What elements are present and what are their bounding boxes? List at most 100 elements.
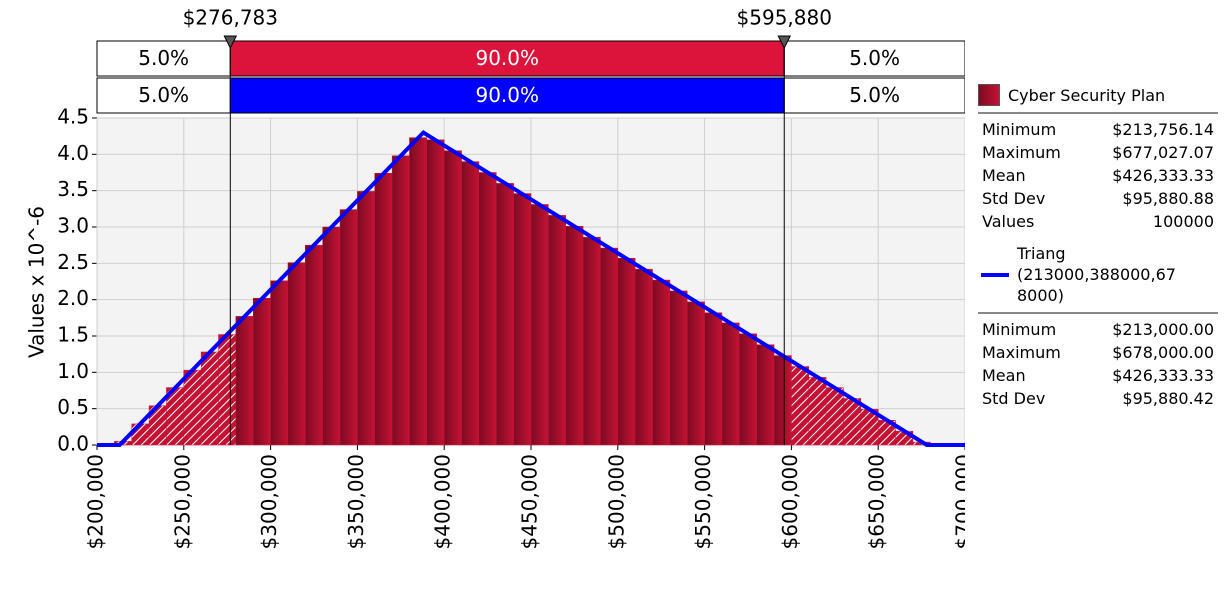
y-tick-label: 2.0 xyxy=(57,286,89,310)
bar xyxy=(530,204,549,446)
delimiter-handle xyxy=(777,35,792,50)
bar xyxy=(686,301,705,446)
band-label: 5.0% xyxy=(138,83,189,107)
x-tick-label: $650,000 xyxy=(865,454,889,549)
legend-entry: Triang (213000,388000,678000) xyxy=(978,243,1218,306)
bar xyxy=(739,333,757,446)
bar xyxy=(183,369,202,446)
stat-value: $426,333.33 xyxy=(1112,366,1214,385)
bar xyxy=(791,366,810,446)
stat-label: Mean xyxy=(982,366,1026,385)
stats-row: Minimum $213,756.14 xyxy=(982,118,1214,141)
bar xyxy=(287,262,306,446)
delimiter-label: $276,783 xyxy=(183,6,278,30)
x-tick-label: $700,000 xyxy=(952,454,966,549)
x-tick-label: $400,000 xyxy=(431,454,455,549)
y-tick-label: 0.5 xyxy=(57,395,89,419)
bar xyxy=(582,236,601,446)
band-label: 90.0% xyxy=(475,83,539,107)
chart: Values x 10^-6 0.0 0.5 1.0 1.5 2.0 2.5 3.0 3.5 4… xyxy=(25,6,966,549)
x-tick-label: $600,000 xyxy=(778,454,802,549)
stat-label: Minimum xyxy=(982,120,1057,139)
x-tick-label: $250,000 xyxy=(170,454,194,549)
bar xyxy=(617,257,636,446)
x-tick-label: $200,000 xyxy=(84,454,108,549)
stat-value: $95,880.88 xyxy=(1122,189,1214,208)
band-label: 5.0% xyxy=(849,83,900,107)
stat-label: Maximum xyxy=(982,343,1061,362)
bar xyxy=(773,355,792,446)
bar xyxy=(669,290,688,446)
bar xyxy=(252,297,271,446)
bar xyxy=(357,191,376,446)
bar xyxy=(652,279,671,446)
stats-row: Mean $426,333.33 xyxy=(982,364,1214,387)
stat-value: $95,880.42 xyxy=(1122,389,1214,408)
x-tick-label: $450,000 xyxy=(518,454,542,549)
legend-swatch xyxy=(978,84,1000,106)
y-tick-label: 1.0 xyxy=(57,359,89,383)
x-tick-label: $500,000 xyxy=(604,454,628,549)
legend: Cyber Security Plan Minimum $213,756.14 Max… xyxy=(978,84,1218,416)
stat-value: 100000 xyxy=(1152,212,1214,231)
stats-row: Maximum $677,027.07 xyxy=(982,141,1214,164)
stat-label: Std Dev xyxy=(982,389,1046,408)
stats-row: Values 100000 xyxy=(982,210,1214,233)
bar xyxy=(565,226,584,446)
stats-row: Std Dev $95,880.88 xyxy=(982,187,1214,210)
stats-row: Std Dev $95,880.42 xyxy=(982,387,1214,410)
band-segment xyxy=(783,40,965,77)
stat-label: Minimum xyxy=(982,320,1057,339)
fit-line xyxy=(97,129,965,447)
bar xyxy=(704,312,723,446)
bar xyxy=(600,247,619,446)
y-tick-label: 0.0 xyxy=(57,432,89,456)
bar xyxy=(461,161,480,446)
delimiter-handle xyxy=(223,35,238,50)
legend-label: Cyber Security Plan xyxy=(1008,85,1166,105)
bar xyxy=(374,172,393,446)
bar xyxy=(756,344,775,446)
bar xyxy=(235,316,254,446)
x-tick-label: $350,000 xyxy=(344,454,368,549)
bar xyxy=(496,183,514,446)
band-segment xyxy=(96,77,231,114)
x-tick-label: $550,000 xyxy=(691,454,715,549)
x-tick-label: $300,000 xyxy=(257,454,281,549)
bar xyxy=(339,209,358,446)
bar xyxy=(634,268,653,446)
bar xyxy=(478,172,497,446)
bar xyxy=(513,193,532,446)
y-tick-label: 3.5 xyxy=(57,177,89,201)
bar xyxy=(426,139,445,446)
bar xyxy=(548,215,566,446)
stat-label: Maximum xyxy=(982,143,1061,162)
bar xyxy=(322,226,341,446)
y-tick-label: 4.5 xyxy=(57,105,89,129)
stat-value: $213,000.00 xyxy=(1112,320,1214,339)
stat-value: $677,027.07 xyxy=(1112,143,1214,162)
stat-value: $213,756.14 xyxy=(1112,120,1214,139)
bar xyxy=(808,377,827,446)
stats-row: Minimum $213,000.00 xyxy=(982,318,1214,341)
bar xyxy=(825,387,844,446)
bar xyxy=(270,280,289,446)
bar xyxy=(443,150,462,446)
stats-table: Minimum $213,756.14 Maximum $677,027.07 Mean… xyxy=(978,112,1218,233)
band-segment xyxy=(783,77,965,114)
bar xyxy=(391,155,410,446)
stats-row: Mean $426,333.33 xyxy=(982,164,1214,187)
stats-row: Maximum $678,000.00 xyxy=(982,341,1214,364)
band-label: 90.0% xyxy=(475,46,539,70)
legend-entry: Cyber Security Plan xyxy=(978,84,1218,106)
band-segment xyxy=(229,77,785,114)
stat-value: $426,333.33 xyxy=(1112,166,1214,185)
bar xyxy=(218,334,237,446)
bar xyxy=(843,398,862,446)
bar xyxy=(409,137,428,446)
y-tick-label: 3.0 xyxy=(57,214,89,238)
stat-label: Std Dev xyxy=(982,189,1046,208)
delimiter-label: $595,880 xyxy=(737,6,832,30)
y-tick-label: 4.0 xyxy=(57,141,89,165)
